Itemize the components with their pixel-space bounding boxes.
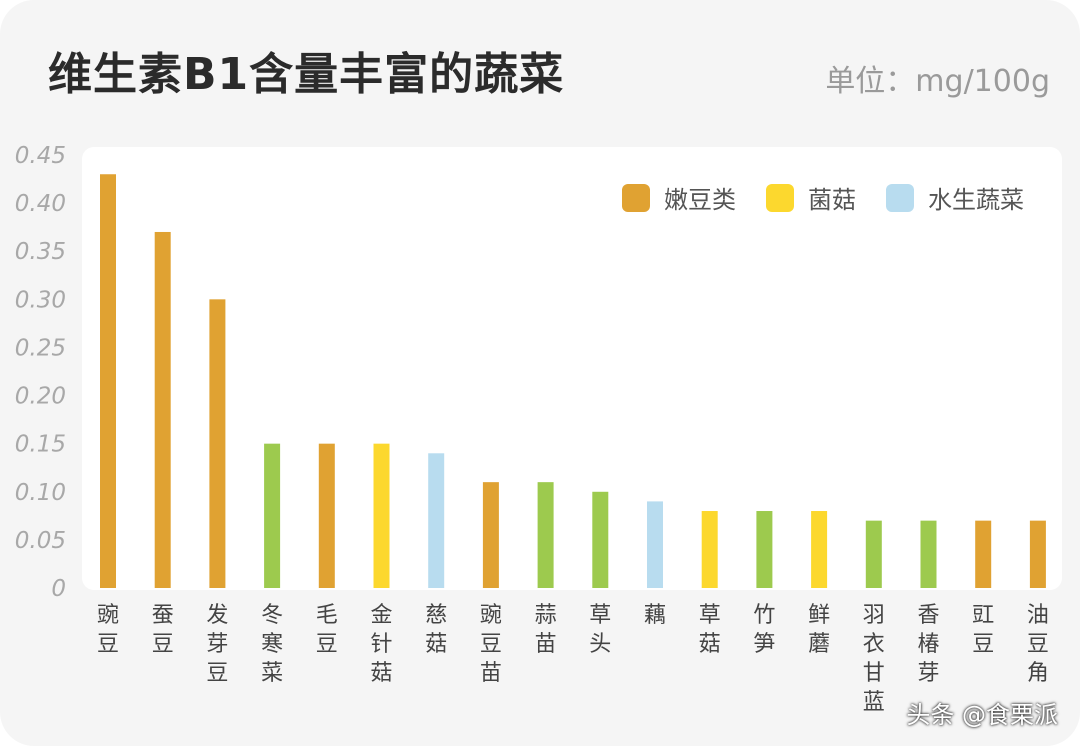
bar-草菇: [701, 511, 718, 588]
x-tick-label: 豇豆: [972, 603, 994, 657]
y-tick-label: 0.45: [15, 143, 66, 169]
bar-豌豆苗: [482, 482, 499, 588]
bar-发芽豆: [209, 299, 226, 588]
legend-label: 嫩豆类: [664, 186, 736, 214]
x-tick-label: 豌豆: [97, 603, 119, 657]
bar-冬寒菜: [264, 443, 281, 588]
x-tick-label: 羽衣甘蓝: [863, 603, 885, 715]
x-tick-label: 草头: [589, 603, 611, 657]
y-tick-label: 0.35: [15, 239, 66, 265]
x-tick-label: 油豆角: [1027, 603, 1049, 686]
x-tick-label: 豌豆苗: [480, 603, 502, 686]
bar-豇豆: [975, 520, 992, 588]
x-tick-label: 蚕豆: [152, 603, 174, 657]
bar-毛豆: [318, 443, 335, 588]
bar-慈菇: [428, 453, 445, 588]
legend-label: 菌菇: [808, 186, 856, 214]
y-tick-label: 0.25: [15, 335, 66, 361]
x-tick-label: 草菇: [699, 603, 721, 657]
bar-羽衣甘蓝: [865, 520, 882, 588]
bar-草头: [592, 491, 609, 588]
bar-蒜苗: [537, 482, 554, 588]
unit-label: 单位：mg/100g: [825, 64, 1050, 99]
y-tick-label: 0.05: [15, 528, 66, 554]
y-tick-label: 0.30: [15, 287, 66, 313]
x-tick-label: 鲜蘑: [808, 603, 830, 657]
legend-item-shuisheng: 水生蔬菜: [886, 180, 1024, 215]
x-tick-label: 竹笋: [753, 603, 775, 657]
x-tick-label: 慈菇: [425, 603, 447, 657]
y-tick-label: 0.10: [15, 480, 66, 506]
bar-豌豆: [100, 174, 116, 588]
y-tick-label: 0.15: [15, 432, 66, 458]
legend-swatch: [622, 183, 650, 212]
bar-藕: [647, 501, 663, 588]
bar-竹笋: [756, 511, 773, 588]
legend-item-nendou: 嫩豆类: [622, 180, 736, 215]
watermark: 头条 @食栗派: [906, 701, 1058, 729]
x-tick-label: 藕: [644, 603, 666, 628]
y-tick-label: 0.20: [15, 384, 66, 410]
x-tick-label: 毛豆: [316, 603, 338, 657]
bar-鲜蘑: [811, 511, 828, 588]
y-tick-label: 0: [51, 576, 66, 602]
plot-area: [82, 147, 1062, 590]
legend-item-jungu: 菌菇: [766, 180, 856, 215]
bar-金针菇: [373, 443, 390, 588]
bar-香椿芽: [920, 520, 937, 588]
bar-蚕豆: [154, 231, 171, 588]
x-tick-label: 冬寒菜: [261, 603, 283, 686]
legend-swatch: [886, 183, 914, 212]
legend-label: 水生蔬菜: [928, 186, 1024, 214]
y-tick-label: 0.40: [15, 191, 66, 217]
chart-title: 维生素B1含量丰富的蔬菜: [48, 49, 565, 100]
x-tick-label: 金针菇: [370, 603, 392, 686]
bar-油豆角: [1029, 520, 1046, 588]
legend-swatch: [766, 183, 794, 212]
legend: 嫩豆类 菌菇 水生蔬菜: [622, 180, 1054, 215]
x-tick-label: 发芽豆: [206, 603, 228, 686]
x-tick-label: 蒜苗: [535, 603, 557, 657]
x-tick-label: 香椿芽: [917, 603, 939, 686]
